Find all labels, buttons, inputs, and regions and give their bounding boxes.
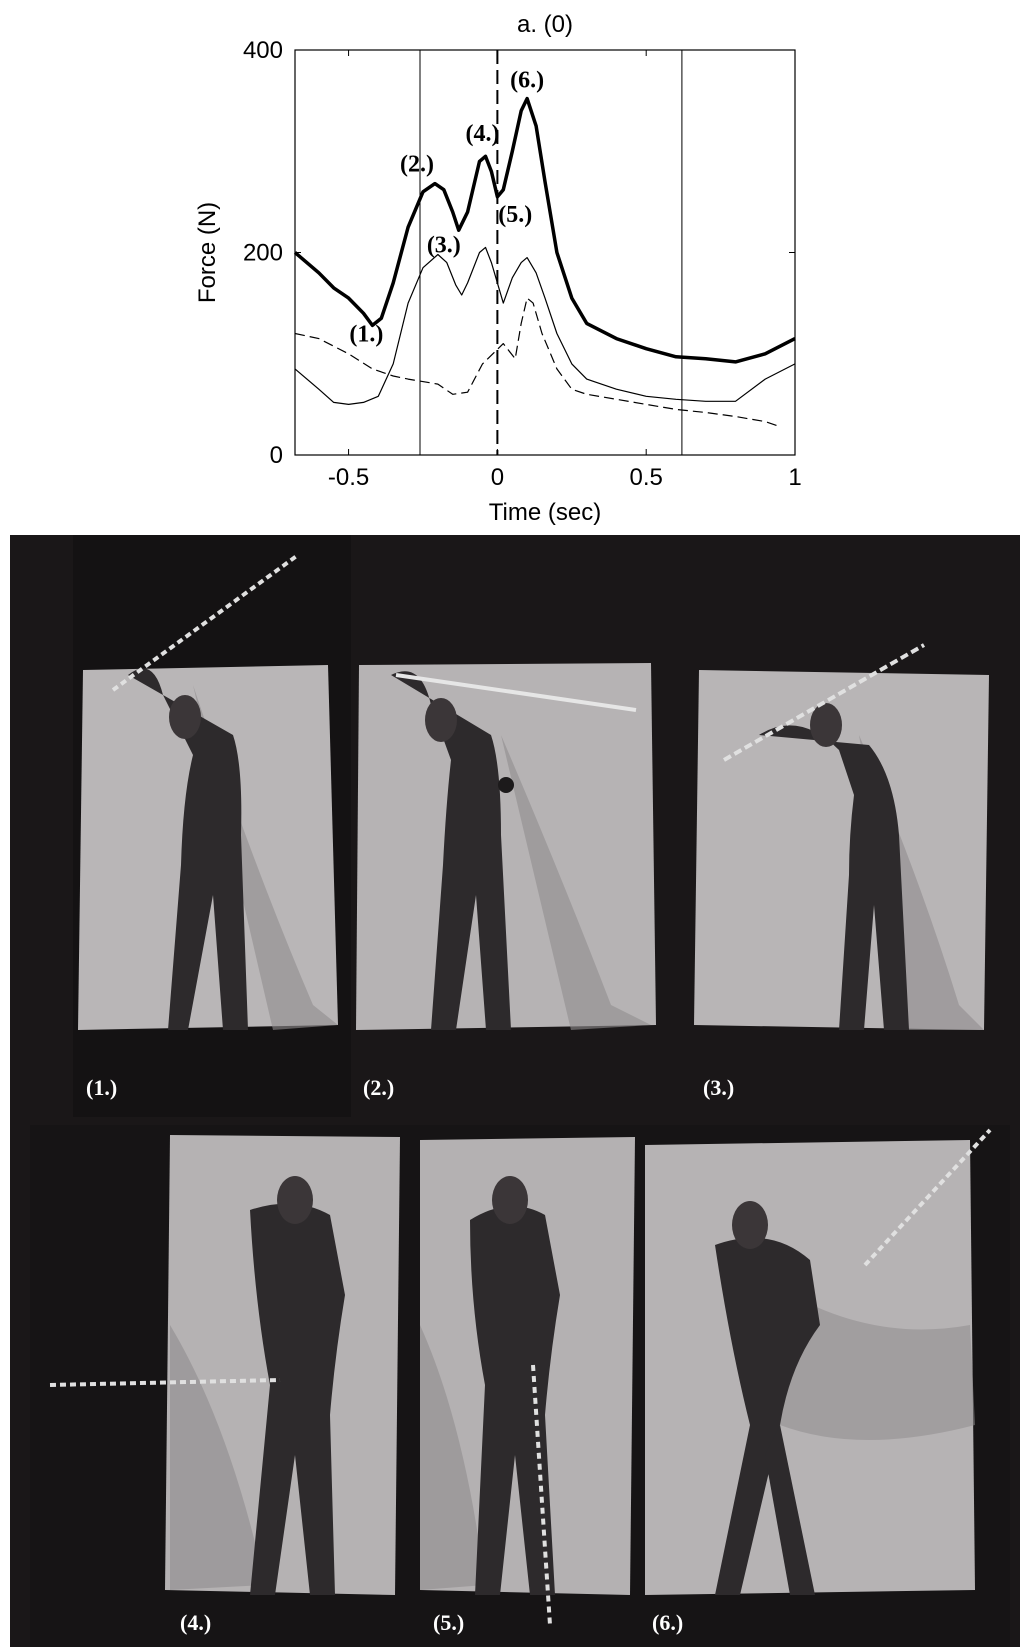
y-axis-label: Force (N) <box>194 202 221 303</box>
photo-label-5: (5.) <box>433 1610 465 1635</box>
swing-photo-4: (4.) <box>30 1125 415 1647</box>
swing-photo-2: (2.) <box>351 535 659 1117</box>
y-tick-label: 400 <box>243 37 283 64</box>
x-tick-label: 0.5 <box>630 464 663 491</box>
x-tick-label: -0.5 <box>328 464 369 491</box>
photo-label-4: (4.) <box>180 1610 212 1635</box>
chart-title: a. (0) <box>517 11 573 38</box>
swing-photo-1: (1.) <box>73 535 351 1117</box>
swing-photo-3: (3.) <box>689 535 1000 1117</box>
plot-frame <box>294 49 796 456</box>
photo-label-6: (6.) <box>652 1610 684 1635</box>
annotation-3: (3.) <box>427 233 461 259</box>
annotation-1: (1.) <box>349 322 383 348</box>
swing-photo-6: (6.) <box>640 1125 1010 1647</box>
series-line-3 <box>294 297 781 428</box>
y-tick-label: 200 <box>243 240 283 267</box>
annotation-6: (6.) <box>510 67 544 93</box>
annotation-2: (2.) <box>400 152 434 178</box>
photo-label-3: (3.) <box>703 1075 735 1100</box>
swing-photo-sequence: (1.) (2.) (3.) <box>10 535 1020 1647</box>
x-tick-label: 1 <box>788 464 801 491</box>
force-time-chart: -0.5 0 0.5 1 0 200 400 a. (0) Time (sec) Force (N… <box>0 0 1020 535</box>
annotation-4: (4.) <box>466 121 500 147</box>
x-axis-label: Time (sec) <box>489 499 601 526</box>
series-line-1 <box>293 96 796 364</box>
photo-label-1: (1.) <box>86 1075 118 1100</box>
chart-svg: -0.5 0 0.5 1 0 200 400 a. (0) Time (sec) Force (N… <box>194 11 802 526</box>
x-tick-label: 0 <box>491 464 504 491</box>
photo-label-2: (2.) <box>363 1075 395 1100</box>
y-tick-label: 0 <box>270 442 283 469</box>
swing-photo-5: (5.) <box>415 1125 640 1647</box>
annotation-5: (5.) <box>498 202 532 228</box>
series-line-2 <box>294 246 796 405</box>
